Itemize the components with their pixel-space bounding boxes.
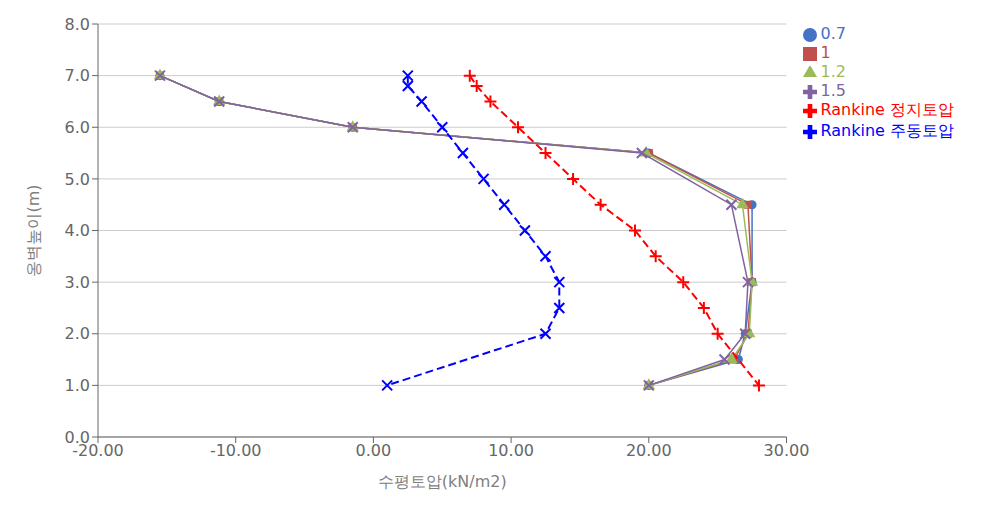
svg-text:-20.00: -20.00 bbox=[72, 441, 124, 461]
svg-text:7.0: 7.0 bbox=[65, 66, 90, 85]
svg-text:30.00: 30.00 bbox=[764, 441, 810, 460]
html-text:Rankine 주동토압: Rankine 주동토압 bbox=[820, 121, 954, 140]
svg-text:0.00: 0.00 bbox=[356, 441, 392, 460]
svg-text:옹벽높이(m): 옹벽높이(m) bbox=[24, 184, 43, 276]
svg-text:8.0: 8.0 bbox=[65, 15, 90, 34]
svg-text:6.0: 6.0 bbox=[65, 118, 90, 137]
svg-text:-10.00: -10.00 bbox=[210, 441, 262, 460]
svg-text:20.00: 20.00 bbox=[626, 441, 672, 460]
svg-text:1.0: 1.0 bbox=[65, 376, 90, 395]
html-text:1.2: 1.2 bbox=[820, 62, 846, 81]
svg-text:3.0: 3.0 bbox=[65, 273, 90, 292]
svg-text:10.00: 10.00 bbox=[488, 441, 534, 460]
svg-text:0.0: 0.0 bbox=[65, 428, 90, 447]
svg-text:수평토압(kN/m2): 수평토압(kN/m2) bbox=[378, 472, 507, 491]
html-text:Rankine 정지토압: Rankine 정지토압 bbox=[820, 100, 954, 119]
html-text:1.5: 1.5 bbox=[820, 81, 846, 100]
svg-text:2.0: 2.0 bbox=[65, 324, 90, 343]
svg-text:5.0: 5.0 bbox=[65, 170, 90, 189]
html-text:0.7: 0.7 bbox=[820, 24, 846, 43]
html-text:1: 1 bbox=[820, 43, 831, 62]
svg-text:4.0: 4.0 bbox=[65, 221, 90, 240]
